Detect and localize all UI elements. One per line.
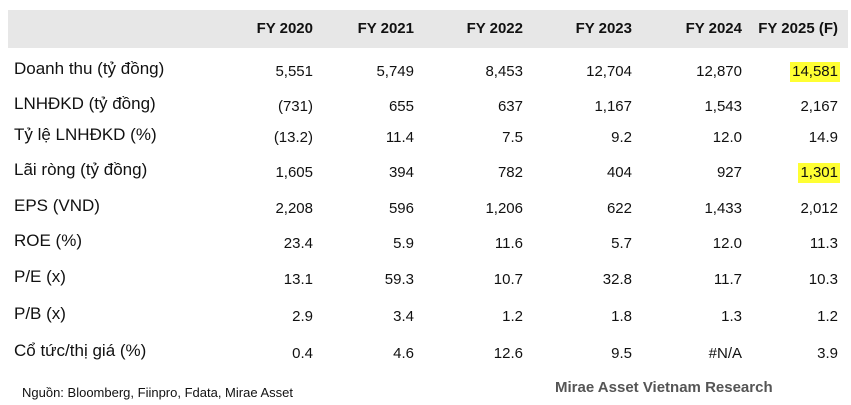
cell: 927	[716, 164, 742, 181]
cell: 12,870	[696, 63, 742, 80]
column-header: FY 2020	[256, 20, 313, 37]
cell: 5,551	[275, 63, 313, 80]
row-label: Cổ tức/thị giá (%)	[14, 341, 147, 360]
cell: 2,012	[800, 200, 838, 217]
cell: 1,543	[704, 98, 742, 115]
cell: 1.2	[817, 308, 838, 325]
cell: 637	[497, 98, 523, 115]
cell: 4.6	[393, 345, 414, 362]
row-label: EPS (VND)	[14, 196, 100, 215]
cell: 1.2	[502, 308, 523, 325]
cell: 1,433	[704, 200, 742, 217]
cell: 1,206	[485, 200, 523, 217]
column-header: FY 2023	[575, 20, 632, 37]
cell: 8,453	[485, 63, 523, 80]
cell: 9.5	[611, 345, 632, 362]
cell: 10.3	[808, 271, 838, 288]
row-label: Doanh thu (tỷ đồng)	[14, 59, 165, 78]
cell: 0.4	[292, 345, 313, 362]
cell: 404	[606, 164, 632, 181]
header-background	[8, 10, 848, 48]
row-label: P/B (x)	[14, 304, 66, 323]
cell: 13.1	[283, 271, 313, 288]
cell: 11.3	[809, 235, 838, 252]
cell: 11.7	[713, 271, 742, 288]
column-header: FY 2022	[466, 20, 523, 37]
cell: 782	[497, 164, 523, 181]
cell: 23.4	[283, 235, 313, 252]
cell: 3.4	[393, 308, 414, 325]
source-note: Nguồn: Bloomberg, Fiinpro, Fdata, Mirae …	[22, 385, 293, 400]
cell: 3.9	[817, 345, 838, 362]
column-header: FY 2021	[357, 20, 414, 37]
cell: 12.0	[712, 129, 742, 146]
cell: 1,301	[798, 163, 840, 183]
cell: 1.8	[611, 308, 632, 325]
cell: 14,581	[790, 62, 840, 82]
cell: 12.6	[493, 345, 523, 362]
cell: 1.3	[721, 308, 742, 325]
cell: (13.2)	[273, 129, 313, 146]
cell: 12,704	[586, 63, 632, 80]
cell: 2,167	[800, 98, 838, 115]
row-label: ROE (%)	[14, 231, 82, 250]
cell: 1,167	[594, 98, 632, 115]
cell: 5,749	[376, 63, 414, 80]
cell: 5.7	[611, 235, 632, 252]
cell: 655	[388, 98, 414, 115]
row-label: Tỷ lệ LNHĐKD (%)	[14, 125, 157, 144]
cell: 394	[388, 164, 414, 181]
cell: 11.4	[385, 129, 414, 146]
cell: 596	[388, 200, 414, 217]
cell: 10.7	[493, 271, 523, 288]
cell: 622	[606, 200, 632, 217]
row-label: LNHĐKD (tỷ đồng)	[14, 94, 156, 113]
cell: 11.6	[494, 235, 523, 252]
cell: 7.5	[502, 129, 523, 146]
cell: 32.8	[602, 271, 632, 288]
cell: 5.9	[393, 235, 414, 252]
cell: 9.2	[611, 129, 632, 146]
row-label: Lãi ròng (tỷ đồng)	[14, 160, 148, 179]
cell: #N/A	[708, 345, 742, 362]
cell: 12.0	[712, 235, 742, 252]
cell: 14.9	[808, 129, 838, 146]
brand-label: Mirae Asset Vietnam Research	[555, 379, 773, 396]
cell: 59.3	[384, 271, 414, 288]
cell: 2.9	[292, 308, 313, 325]
cell: 1,605	[275, 164, 313, 181]
cell: (731)	[277, 98, 313, 115]
row-label: P/E (x)	[14, 267, 66, 286]
column-header: FY 2024	[685, 20, 742, 37]
column-header: FY 2025 (F)	[758, 20, 838, 37]
cell: 2,208	[275, 200, 313, 217]
